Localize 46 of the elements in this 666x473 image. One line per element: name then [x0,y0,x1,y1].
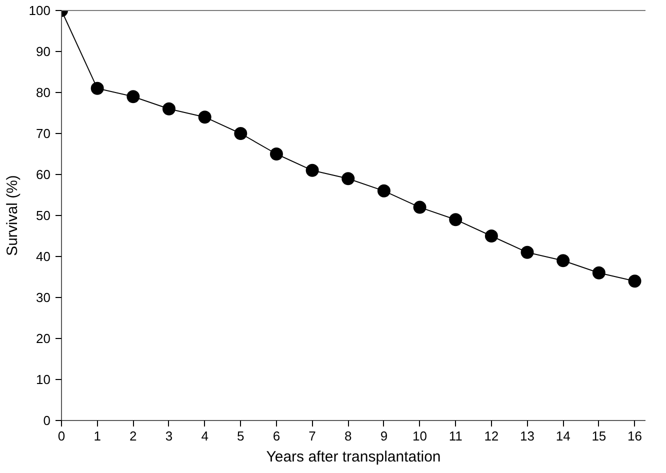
point [90,82,104,95]
point [520,246,534,259]
x-tick-label: 7 [308,428,316,444]
x-tick-label: 15 [592,428,606,444]
x-tick-label: 9 [380,428,388,444]
x-axis-title: Years after transplantation [266,448,441,466]
x-tick-label: 3 [165,428,173,444]
point [270,148,283,160]
point [413,200,426,214]
point [377,184,390,198]
y-tick-label: 10 [36,372,51,387]
x-tick-label: 13 [520,428,535,444]
point [306,164,319,177]
point [628,274,642,288]
x-tick-label: 5 [237,428,244,444]
y-tick-label: 80 [36,85,51,100]
x-tick-label: 1 [94,428,101,444]
point [162,102,176,116]
x-tick-label: 12 [484,428,499,444]
x-tick-label: 2 [130,428,137,444]
point [234,127,248,140]
y-tick-label: 0 [43,413,51,428]
x-tick-label: 0 [58,428,66,444]
y-axis-title: Survival (%) [4,175,21,256]
point [484,230,498,242]
x-tick-label: 11 [448,428,462,444]
y-tick-label: 70 [36,126,51,141]
y-tick-label: 90 [36,44,51,59]
point [198,110,212,124]
y-tick-label: 60 [36,167,51,182]
x-tick-label: 8 [344,428,352,444]
point [342,172,355,186]
point [449,213,462,226]
y-tick-label: 20 [36,331,51,346]
y-tick-label: 30 [36,290,51,305]
x-tick-label: 6 [272,428,280,444]
x-tick-label: 14 [556,428,570,444]
x-tick-label: 16 [628,428,642,444]
y-tick-label: 50 [36,208,51,223]
point [126,90,140,104]
point [592,266,606,280]
y-tick-label: 100 [28,3,51,18]
point [556,254,570,268]
x-tick-label: 10 [412,428,428,444]
x-tick-label: 4 [201,428,208,444]
y-tick-label: 40 [36,249,51,264]
